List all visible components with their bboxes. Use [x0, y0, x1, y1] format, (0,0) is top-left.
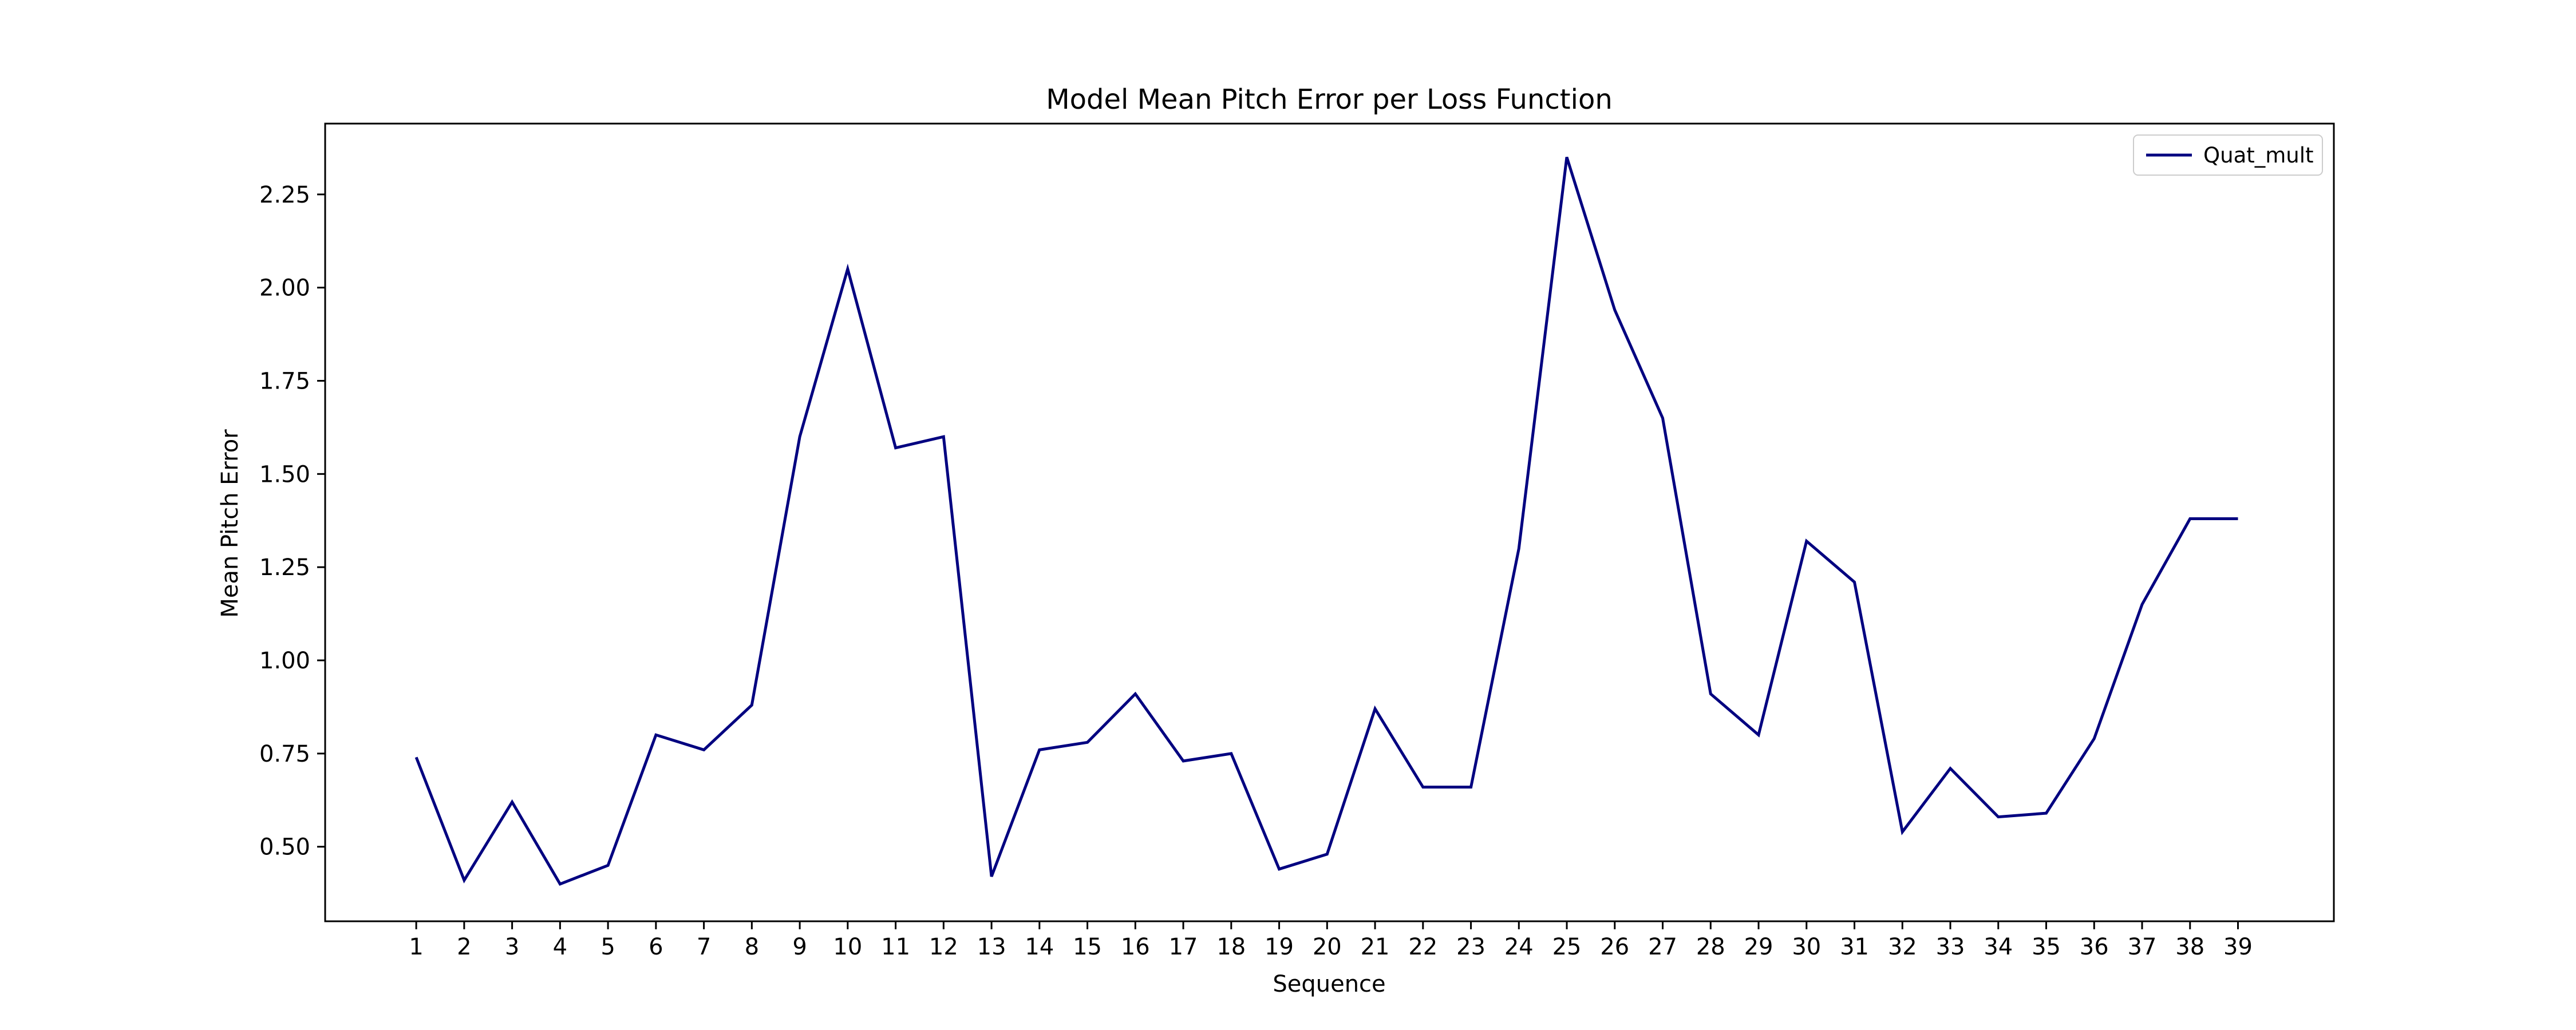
x-tick-label: 37	[2128, 934, 2157, 960]
x-tick-label: 19	[1265, 934, 1294, 960]
x-tick-label: 36	[2080, 934, 2109, 960]
x-tick-label: 5	[600, 934, 615, 960]
x-tick-label: 29	[1744, 934, 1773, 960]
y-tick-label: 1.25	[259, 554, 310, 581]
y-tick-label: 0.75	[259, 741, 310, 767]
x-tick-label: 22	[1408, 934, 1437, 960]
x-tick-label: 8	[745, 934, 759, 960]
x-tick-label: 17	[1169, 934, 1198, 960]
x-tick-label: 25	[1552, 934, 1582, 960]
x-tick-label: 23	[1456, 934, 1485, 960]
x-axis-label: Sequence	[1273, 971, 1385, 997]
x-tick-label: 33	[1936, 934, 1965, 960]
x-tick-label: 20	[1313, 934, 1342, 960]
x-tick-label: 7	[697, 934, 711, 960]
plot-frame	[324, 122, 2335, 922]
x-tick-label: 15	[1073, 934, 1102, 960]
x-tick-label: 10	[833, 934, 862, 960]
chart-title: Model Mean Pitch Error per Loss Function	[1046, 84, 1612, 116]
y-tick-label: 2.00	[259, 275, 310, 302]
series-layer	[414, 156, 2238, 886]
y-axis-label: Mean Pitch Error	[217, 429, 243, 618]
y-tick-label: 1.00	[259, 648, 310, 674]
x-tick-label: 27	[1648, 934, 1677, 960]
x-tick-label: 1	[409, 934, 423, 960]
y-axis: 0.50 0.75 1.00 1.25 1.50 1.75 2.00 2.25	[259, 182, 325, 861]
legend-label: Quat_mult	[2203, 143, 2314, 168]
x-tick-label: 35	[2032, 934, 2061, 960]
x-tick-label: 21	[1361, 934, 1390, 960]
x-tick-label: 11	[881, 934, 910, 960]
x-tick-label: 31	[1840, 934, 1869, 960]
x-tick-label: 18	[1216, 934, 1246, 960]
x-tick-label: 12	[929, 934, 958, 960]
x-tick-label: 16	[1121, 934, 1150, 960]
legend-box	[2133, 134, 2323, 176]
x-tick-label: 3	[505, 934, 519, 960]
x-axis: 1 2 3 4 5 6 7 8 9 10 11 12 13 14 15 16 17 18 19 20 21 22 23 24 2…	[409, 921, 2253, 960]
y-tick-label: 2.25	[259, 182, 310, 208]
y-tick-label: 1.75	[259, 368, 310, 394]
x-tick-label: 14	[1025, 934, 1054, 960]
x-tick-label: 9	[792, 934, 807, 960]
x-tick-label: 34	[1984, 934, 2013, 960]
legend: Quat_mult	[2133, 134, 2323, 176]
y-tick-label: 0.50	[259, 834, 310, 861]
x-tick-label: 6	[649, 934, 663, 960]
x-tick-label: 26	[1600, 934, 1629, 960]
x-tick-label: 39	[2223, 934, 2253, 960]
x-tick-label: 38	[2175, 934, 2204, 960]
x-tick-label: 24	[1504, 934, 1534, 960]
x-tick-label: 28	[1696, 934, 1725, 960]
x-tick-label: 4	[553, 934, 567, 960]
x-tick-label: 32	[1888, 934, 1917, 960]
series-line-quat-mult	[414, 156, 2238, 886]
x-tick-label: 30	[1792, 934, 1821, 960]
x-tick-label: 2	[457, 934, 471, 960]
y-tick-label: 1.50	[259, 461, 310, 488]
plot-area	[324, 122, 2335, 922]
x-tick-label: 13	[977, 934, 1006, 960]
